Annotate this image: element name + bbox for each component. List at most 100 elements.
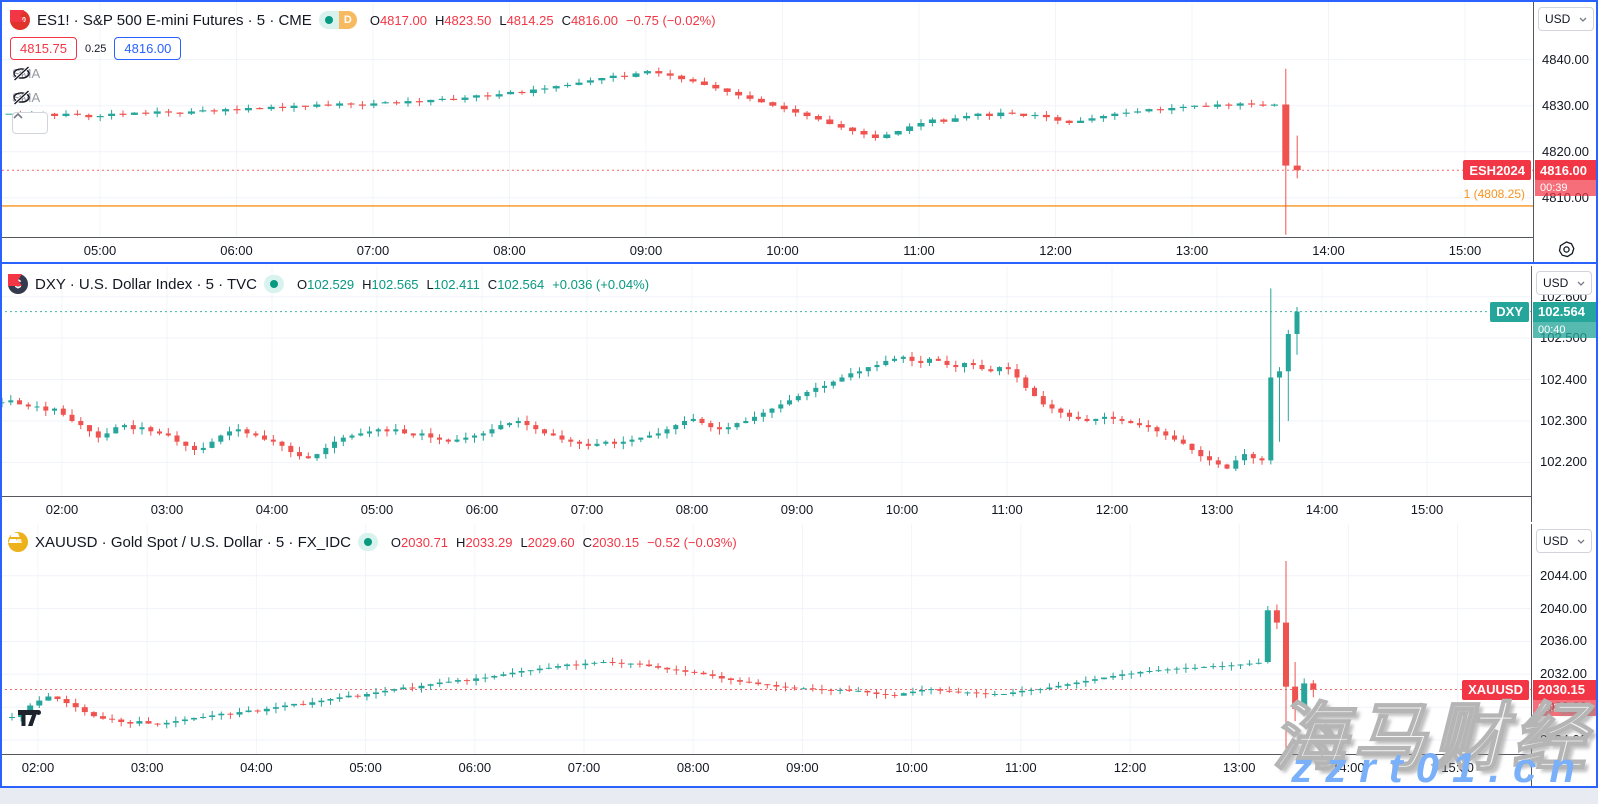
time-tick-label: 02:00	[21, 760, 55, 775]
xau-time-axis[interactable]: 02:00 03:00 04:00 05:00 06:00 07:00 08:00 09:00…	[0, 754, 1531, 786]
currency-dropdown[interactable]: USD	[1536, 529, 1592, 553]
xau-ohlc-quote: O2030.71 H2033.29 L2029.60 C2030.15 −0.5…	[390, 534, 737, 550]
market-open-dot-icon[interactable]	[357, 533, 378, 551]
trade-buttons: 4815.75 0.25 4816.00	[10, 37, 182, 60]
es-chart-area[interactable]: 1 (4808.25) 500 ES1! · S&P 500 E-mini Fu…	[2, 2, 1533, 237]
bar-countdown: 00:39	[1535, 180, 1598, 197]
flag-icon[interactable]	[10, 10, 24, 22]
time-tick-label: 11:00	[903, 243, 935, 258]
gold-logo-icon[interactable]	[8, 532, 28, 552]
chevron-up-icon	[13, 113, 23, 119]
time-tick-label: 13:00	[1200, 502, 1234, 517]
currency-value: USD	[1543, 534, 1569, 548]
bottom-scrollbar-strip[interactable]	[0, 788, 1598, 804]
time-tick-label: 12:00	[1095, 502, 1129, 517]
price-tick-label: 2032.00	[1540, 666, 1587, 682]
price-tick-label: 102.200	[1540, 454, 1587, 470]
es-contract-tag: ESH2024	[1463, 160, 1531, 181]
time-tick-label: 11:00	[1005, 760, 1037, 775]
market-open-dot-icon[interactable]	[264, 275, 285, 293]
collapse-indicators-button[interactable]	[12, 112, 48, 134]
time-tick-label: 07:00	[356, 243, 390, 258]
price-level-label[interactable]: 1 (4808.25)	[1463, 186, 1525, 201]
eye-hidden-icon[interactable]	[12, 66, 31, 81]
eye-hidden-icon[interactable]	[12, 90, 31, 105]
xau-candlestick-chart	[0, 524, 1531, 754]
flag-icon[interactable]	[8, 274, 22, 286]
xau-price-scale[interactable]: USD 2044.002040.002036.002032.002028.002…	[1533, 524, 1596, 786]
dxy-chart-area[interactable]: $ DXY · U.S. Dollar Index · 5 · TVC O102…	[0, 266, 1531, 496]
price-scale-divider[interactable]	[1531, 524, 1532, 786]
time-tick-label: 14:00	[1305, 502, 1339, 517]
price-scale-divider[interactable]	[1531, 266, 1532, 522]
time-tick-label: 06:00	[465, 502, 499, 517]
price-tick-label: 102.300	[1540, 412, 1587, 428]
buy-button[interactable]: 4816.00	[114, 37, 182, 60]
price-scale-divider[interactable]	[1533, 2, 1534, 262]
bar-countdown: 00:39	[1533, 699, 1596, 716]
last-price-value: 4816.00	[1535, 160, 1598, 181]
chart-panel-dxy: $ DXY · U.S. Dollar Index · 5 · TVC O102…	[0, 266, 1598, 522]
time-tick-label: 05:00	[360, 502, 394, 517]
price-tick-label: 102.400	[1540, 371, 1587, 387]
chart-panel-es: 1 (4808.25) 500 ES1! · S&P 500 E-mini Fu…	[0, 0, 1598, 264]
time-tick-label: 06:00	[458, 760, 492, 775]
dxy-symbol-title[interactable]: DXY · U.S. Dollar Index · 5 · TVC	[35, 275, 258, 293]
time-tick-label: 15:00	[1448, 243, 1482, 258]
xau-symbol-title[interactable]: XAUUSD · Gold Spot / U.S. Dollar · 5 · F…	[35, 533, 351, 551]
last-price-value: 102.564	[1533, 301, 1596, 322]
dxy-symbol-tag: DXY	[1490, 301, 1529, 322]
chevron-down-icon	[1577, 539, 1585, 544]
time-tick-label: 03:00	[130, 760, 164, 775]
time-tick-label: 03:00	[150, 502, 184, 517]
change-value: +0.036 (+0.04%)	[552, 276, 650, 292]
time-tick-label: 15:00	[1410, 502, 1444, 517]
price-tick-label: 2024.00	[1540, 732, 1587, 748]
price-tick-label: 2040.00	[1540, 600, 1587, 616]
xau-last-price-box: 2030.15 00:39	[1533, 679, 1596, 716]
time-tick-label: 11:00	[991, 502, 1023, 517]
time-tick-label: 04:00	[240, 760, 273, 775]
time-tick-label: 10:00	[766, 243, 799, 258]
change-value: −0.75 (−0.02%)	[625, 12, 716, 28]
es-price-scale[interactable]: USD 4840.00 4830.00 4820.00 4810.00 4816.00…	[1535, 2, 1598, 262]
time-tick-label: 08:00	[675, 502, 709, 517]
time-axis-settings[interactable]	[1535, 237, 1598, 262]
es-symbol-header: 500 ES1! · S&P 500 E-mini Futures · 5 · …	[10, 10, 716, 30]
dxy-price-scale[interactable]: USD 102.600 102.500 102.400 102.300 102.200 …	[1533, 266, 1596, 522]
dxy-symbol-header: $ DXY · U.S. Dollar Index · 5 · TVC O102…	[8, 274, 649, 294]
time-tick-label: 05:00	[349, 760, 382, 775]
market-open-dot-icon[interactable]	[318, 11, 339, 29]
time-tick-label: 04:00	[255, 502, 289, 517]
time-tick-label: 13:00	[1175, 243, 1209, 258]
es-candlestick-chart	[2, 2, 1533, 237]
es-time-axis[interactable]: 05:00 06:00 07:00 08:00 09:00 10:00 11:00 12:00…	[2, 237, 1533, 262]
dxy-time-axis[interactable]: 02:00 03:00 04:00 05:00 06:00 07:00 08:00 09:00…	[0, 496, 1531, 522]
market-status-pill	[357, 533, 378, 551]
sell-button[interactable]: 4815.75	[10, 37, 77, 60]
chevron-down-icon	[1579, 17, 1587, 22]
currency-dropdown[interactable]: USD	[1536, 271, 1592, 295]
time-tick-label: 14:00	[1332, 760, 1365, 775]
delayed-data-badge[interactable]: D	[338, 11, 357, 29]
es-ohlc-quote: O4817.00 H4823.50 L4814.25 C4816.00 −0.7…	[369, 12, 716, 28]
time-tick-label: 10:00	[895, 760, 928, 775]
time-tick-label: 09:00	[780, 502, 814, 517]
dxy-candlestick-chart	[0, 266, 1531, 496]
xau-symbol-tag: XAUUSD	[1462, 679, 1529, 700]
time-tick-label: 09:00	[786, 760, 819, 775]
price-tick-label: 2044.00	[1540, 567, 1587, 583]
time-tick-label: 15:00	[1441, 760, 1474, 775]
price-tick-label: 4840.00	[1542, 51, 1589, 67]
es-symbol-title[interactable]: ES1! · S&P 500 E-mini Futures · 5 · CME	[37, 11, 312, 29]
currency-dropdown[interactable]: USD	[1538, 7, 1594, 31]
chart-panel-xauusd: XAUUSD · Gold Spot / U.S. Dollar · 5 · F…	[0, 524, 1598, 786]
indicator-row-sma-2: SMA	[12, 90, 40, 105]
time-tick-label: 08:00	[676, 760, 710, 775]
time-tick-label: 12:00	[1039, 243, 1072, 258]
currency-value: USD	[1545, 12, 1571, 26]
gold-bars-icon	[8, 533, 22, 543]
xau-chart-area[interactable]: XAUUSD · Gold Spot / U.S. Dollar · 5 · F…	[0, 524, 1531, 754]
gear-icon	[1558, 241, 1575, 258]
spread-value: 0.25	[85, 42, 107, 55]
